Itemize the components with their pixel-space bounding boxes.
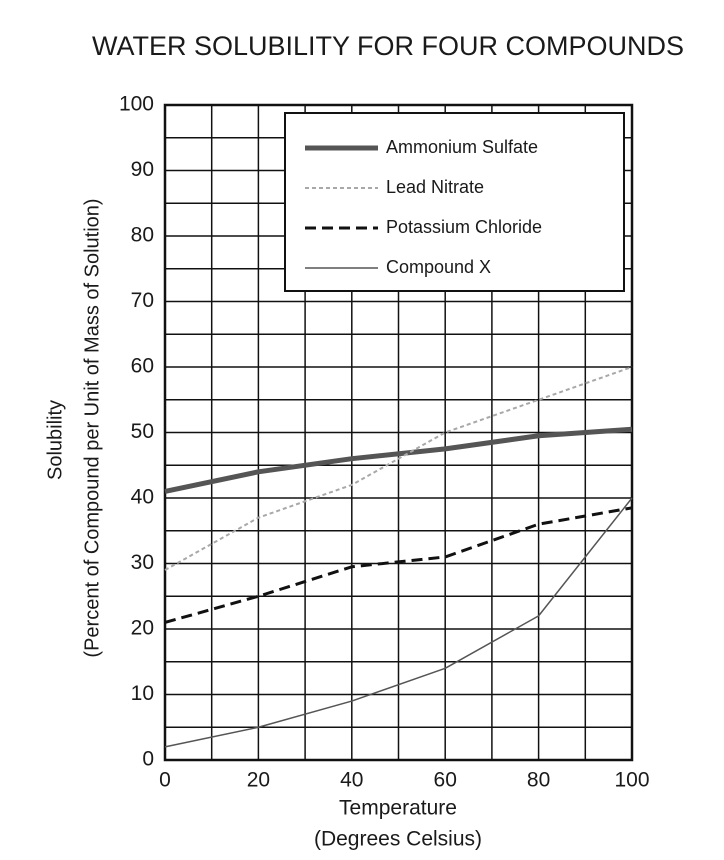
x-tick-label: 60 xyxy=(434,769,457,792)
legend: Ammonium Sulfate Lead Nitrate Potassium Ch… xyxy=(284,112,625,292)
plot-border xyxy=(163,103,634,762)
y-axis-label: Solubility xyxy=(44,400,66,480)
series-line xyxy=(164,497,633,748)
y-tick-label: 20 xyxy=(131,617,154,640)
x-tick-label: 20 xyxy=(247,769,270,792)
x-tick-label: 100 xyxy=(614,769,649,792)
legend-label: Potassium Chloride xyxy=(386,217,542,237)
x-tick-label: 40 xyxy=(340,769,363,792)
x-axis-label: Temperature xyxy=(339,797,457,820)
legend-label: Lead Nitrate xyxy=(386,177,484,197)
y-tick-label: 100 xyxy=(119,93,154,116)
y-tick-label: 10 xyxy=(131,682,154,705)
y-tick-label: 40 xyxy=(131,486,154,509)
y-tick-label: 80 xyxy=(131,224,154,247)
series-line xyxy=(164,366,633,571)
series-line xyxy=(164,426,633,494)
series-line xyxy=(164,506,633,624)
legend-box xyxy=(284,112,625,292)
legend-label: Compound X xyxy=(386,257,491,277)
y-tick-label: 30 xyxy=(131,551,154,574)
y-tick-label: 50 xyxy=(131,420,154,443)
x-axis-label: (Degrees Celsius) xyxy=(314,828,482,851)
y-tick-label: 90 xyxy=(131,158,154,181)
chart-title: WATER SOLUBILITY FOR FOUR COMPOUNDS xyxy=(92,31,684,61)
y-axis-label: (Percent of Compound per Unit of Mass of… xyxy=(81,198,103,657)
y-tick-label: 60 xyxy=(131,355,154,378)
y-tick-label: 0 xyxy=(142,748,154,771)
legend-label: Ammonium Sulfate xyxy=(386,137,538,157)
x-tick-label: 80 xyxy=(527,769,550,792)
y-tick-label: 70 xyxy=(131,289,154,312)
x-tick-label: 0 xyxy=(159,769,171,792)
